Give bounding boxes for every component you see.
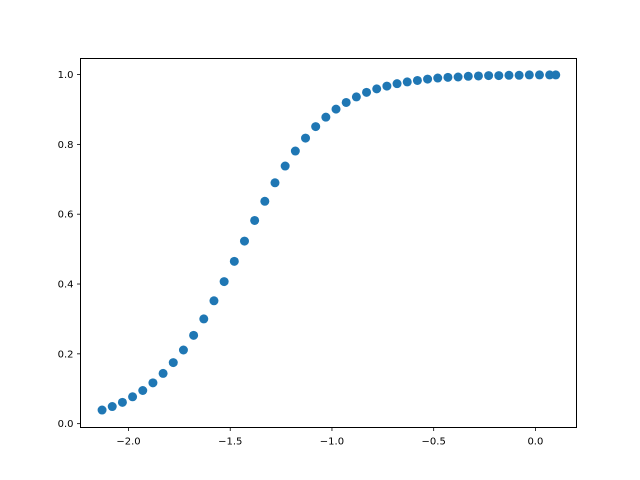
scatter-point (209, 296, 219, 306)
scatter-point (189, 330, 199, 340)
scatter-point (524, 70, 534, 80)
scatter-point (433, 73, 443, 83)
scatter-point (260, 196, 270, 206)
scatter-point (117, 397, 127, 407)
x-tick-label: −1.0 (320, 437, 344, 448)
axes-frame (80, 58, 577, 428)
scatter-point (534, 70, 544, 80)
y-tick-label: 1.0 (58, 70, 74, 81)
y-tick-label: 0.4 (58, 280, 74, 291)
y-tick-label: 0.6 (58, 210, 74, 221)
scatter-point (494, 71, 504, 81)
scatter-point (514, 70, 524, 80)
scatter-point (443, 72, 453, 82)
x-tick-label: 0.0 (527, 437, 543, 448)
scatter-point (280, 161, 290, 171)
scatter-point (321, 112, 331, 122)
scatter-point (311, 122, 321, 132)
scatter-point (229, 256, 239, 266)
scatter-points (97, 70, 561, 415)
scatter-point (402, 77, 412, 87)
y-tick-label: 0.0 (58, 419, 74, 430)
scatter-point (372, 84, 382, 94)
scatter-point (301, 133, 311, 143)
y-axis: 0.0 0.2 0.4 0.6 0.8 1.0 (58, 70, 81, 430)
scatter-point (219, 277, 229, 287)
scatter-point (290, 146, 300, 156)
scatter-point (463, 71, 473, 81)
x-tick-label: −2.0 (116, 437, 140, 448)
scatter-point (392, 79, 402, 89)
scatter-point (473, 71, 483, 81)
scatter-point (453, 72, 463, 82)
scatter-point (158, 368, 168, 378)
scatter-point (551, 70, 561, 80)
y-tick-label: 0.8 (58, 140, 74, 151)
scatter-point (351, 92, 361, 102)
scatter-point (199, 314, 209, 324)
scatter-point (362, 87, 372, 97)
scatter-point (148, 378, 158, 388)
scatter-point (239, 236, 249, 246)
scatter-point (128, 392, 138, 402)
scatter-point (341, 97, 351, 107)
scatter-point (97, 405, 107, 415)
scatter-point (168, 358, 178, 368)
scatter-point (138, 385, 148, 395)
x-tick-label: −0.5 (422, 437, 446, 448)
scatter-point (270, 178, 280, 188)
x-axis: −2.0 −1.5 −1.0 −0.5 0.0 (116, 427, 543, 448)
scatter-point (382, 81, 392, 91)
scatter-point (250, 215, 260, 225)
scatter-point (504, 70, 514, 80)
y-tick-label: 0.2 (58, 349, 74, 360)
scatter-point (107, 402, 117, 412)
scatter-point (484, 71, 494, 81)
scatter-point (412, 75, 422, 85)
x-tick-label: −1.5 (218, 437, 242, 448)
scatter-point (423, 74, 433, 84)
scatter-point (331, 104, 341, 114)
scatter-point (178, 345, 188, 355)
